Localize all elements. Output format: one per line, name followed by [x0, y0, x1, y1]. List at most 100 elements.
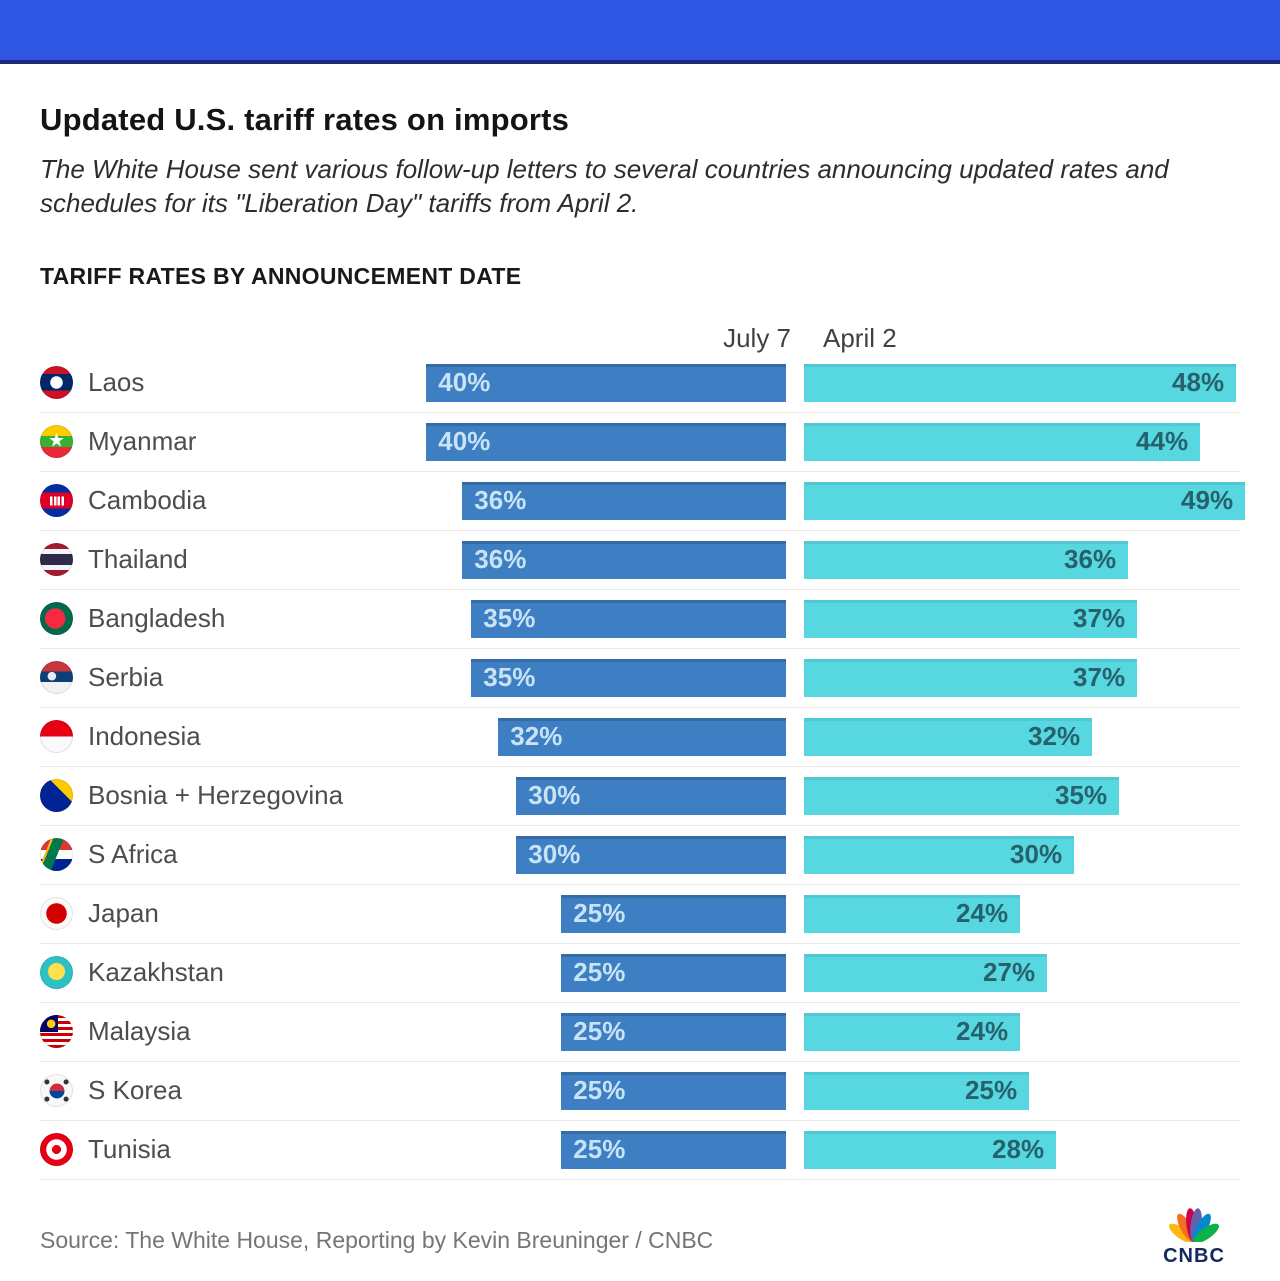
april2-track: 44% [804, 422, 1240, 461]
indonesia-flag-icon [40, 720, 73, 754]
serbia-flag-icon [40, 661, 73, 695]
footer: Source: The White House, Reporting by Ke… [40, 1196, 1240, 1268]
april2-bar: 28% [804, 1130, 1057, 1169]
country-cell: Kazakhstan [40, 956, 430, 990]
july7-value: 25% [573, 1075, 626, 1106]
safrica-flag-icon [40, 838, 73, 872]
source-text: Source: The White House, Reporting by Ke… [40, 1226, 714, 1253]
april2-bar: 36% [804, 540, 1129, 579]
april2-track: 25% [804, 1071, 1240, 1110]
april2-value: 48% [1172, 367, 1225, 398]
chart-row: Laos 40% 48% [40, 354, 1240, 413]
july7-bar: 30% [516, 776, 787, 815]
april2-value: 24% [956, 898, 1009, 929]
july7-bar: 25% [561, 1012, 787, 1051]
country-label: Thailand [88, 544, 188, 575]
july7-track: 36% [430, 540, 787, 579]
country-label: Bangladesh [88, 603, 226, 634]
july7-track: 25% [430, 894, 787, 933]
country-cell: Serbia [40, 661, 430, 695]
chart-row: Serbia 35% 37% [40, 649, 1240, 708]
country-label: Serbia [88, 662, 164, 693]
country-label: Myanmar [88, 426, 197, 457]
july7-value: 25% [573, 1016, 626, 1047]
july7-value: 30% [528, 839, 581, 870]
chart-row: Bosnia + Herzegovina 30% 35% [40, 767, 1240, 826]
thailand-flag-icon [40, 543, 73, 577]
july7-bar: 30% [516, 835, 787, 874]
april2-track: 36% [804, 540, 1240, 579]
country-cell: Japan [40, 897, 430, 931]
country-cell: S Africa [40, 838, 430, 872]
july7-value: 36% [474, 485, 527, 516]
country-cell: Thailand [40, 543, 430, 577]
chart-row: Bangladesh 35% 37% [40, 590, 1240, 649]
april2-track: 35% [804, 776, 1240, 815]
april2-bar: 37% [804, 658, 1138, 697]
april2-value: 24% [956, 1016, 1009, 1047]
country-label: Indonesia [88, 721, 201, 752]
skorea-flag-icon [40, 1074, 73, 1108]
chart-row: Thailand 36% 36% [40, 531, 1240, 590]
april2-bar: 25% [804, 1071, 1030, 1110]
july7-bar: 36% [462, 540, 787, 579]
infographic: Updated U.S. tariff rates on imports The… [0, 102, 1280, 1268]
july7-bar: 35% [471, 658, 787, 697]
july7-value: 40% [438, 426, 491, 457]
country-label: Cambodia [88, 485, 207, 516]
april2-bar: 49% [804, 481, 1246, 520]
april2-bar: 32% [804, 717, 1093, 756]
chart-row: Indonesia 32% 32% [40, 708, 1240, 767]
july7-bar: 25% [561, 894, 787, 933]
april2-track: 48% [804, 363, 1240, 402]
cnbc-wordmark: CNBC [1163, 1244, 1225, 1267]
july7-value: 25% [573, 1134, 626, 1165]
july7-bar: 32% [498, 717, 787, 756]
country-cell: S Korea [40, 1074, 430, 1108]
july7-value: 25% [573, 957, 626, 988]
chart-row: Myanmar 40% 44% [40, 413, 1240, 472]
april2-track: 27% [804, 953, 1240, 992]
april2-bar: 24% [804, 1012, 1021, 1051]
chart-section-title: TARIFF RATES BY ANNOUNCEMENT DATE [40, 262, 522, 289]
april2-value: 37% [1073, 662, 1126, 693]
april2-value: 35% [1055, 780, 1108, 811]
april2-bar: 48% [804, 363, 1237, 402]
tariff-bar-chart: Laos 40% 48% Myanmar 40% 44% Cambodia 36% 49% Tha… [40, 354, 1246, 1180]
april2-value: 36% [1064, 544, 1117, 575]
april2-bar: 44% [804, 422, 1201, 461]
kazakhstan-flag-icon [40, 956, 73, 990]
april2-track: 24% [804, 1012, 1240, 1051]
chart-row: S Korea 25% 25% [40, 1062, 1240, 1121]
july7-value: 35% [483, 603, 536, 634]
july7-track: 25% [430, 1012, 787, 1051]
july7-bar: 35% [471, 599, 787, 638]
country-label: Kazakhstan [88, 957, 224, 988]
country-cell: Bangladesh [40, 602, 430, 636]
cambodia-flag-icon [40, 484, 73, 518]
july7-bar: 25% [561, 1071, 787, 1110]
april2-value: 37% [1073, 603, 1126, 634]
july7-value: 40% [438, 367, 491, 398]
april2-track: 32% [804, 717, 1240, 756]
column-headers: July 7 April 2 [40, 323, 1240, 354]
july7-bar: 40% [426, 363, 787, 402]
april2-track: 49% [804, 481, 1246, 520]
july7-track: 25% [430, 1130, 787, 1169]
chart-row: Kazakhstan 25% 27% [40, 944, 1240, 1003]
country-cell: Tunisia [40, 1133, 430, 1167]
april2-bar: 24% [804, 894, 1021, 933]
july7-track: 35% [430, 599, 787, 638]
japan-flag-icon [40, 897, 73, 931]
july7-track: 30% [430, 776, 787, 815]
april2-bar: 27% [804, 953, 1048, 992]
country-label: Malaysia [88, 1016, 191, 1047]
july7-bar: 36% [462, 481, 787, 520]
bangladesh-flag-icon [40, 602, 73, 636]
april2-value: 32% [1028, 721, 1081, 752]
country-cell: Bosnia + Herzegovina [40, 779, 430, 813]
july7-value: 32% [510, 721, 563, 752]
april2-bar: 35% [804, 776, 1120, 815]
april2-track: 24% [804, 894, 1240, 933]
country-label: S Africa [88, 839, 178, 870]
